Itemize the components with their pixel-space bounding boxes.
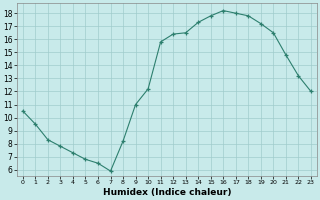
X-axis label: Humidex (Indice chaleur): Humidex (Indice chaleur) — [103, 188, 231, 197]
